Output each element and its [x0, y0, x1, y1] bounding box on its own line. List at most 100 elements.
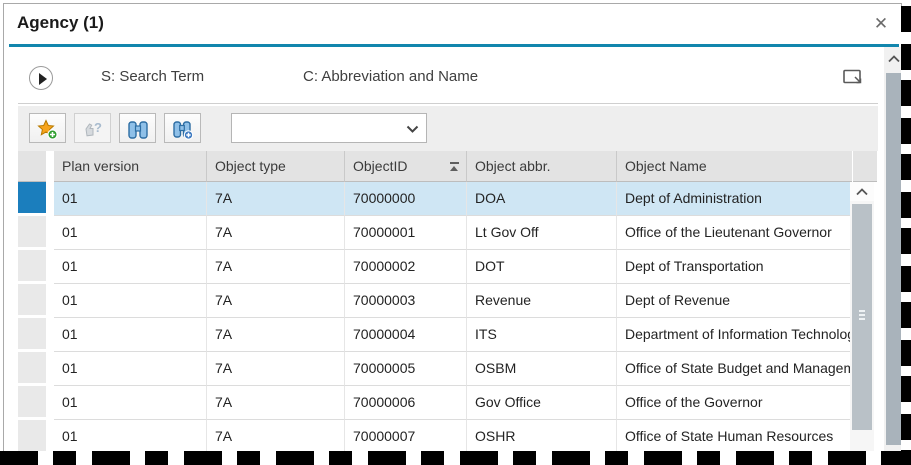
cell-object-name[interactable]: Office of the Governor	[617, 386, 852, 420]
cell-object-name[interactable]: Office of the Lieutenant Governor	[617, 216, 852, 250]
row-gap	[46, 250, 54, 284]
cell-object-abbr[interactable]: OSBM	[467, 352, 617, 386]
cell-object-abbr[interactable]: OSHR	[467, 420, 617, 454]
filter-combobox[interactable]	[231, 113, 427, 143]
add-to-personal-list-button[interactable]	[29, 113, 66, 143]
cell-object-abbr[interactable]: ITS	[467, 318, 617, 352]
row-selector-cell[interactable]	[18, 420, 46, 454]
cell-plan-version[interactable]: 01	[54, 182, 207, 216]
cell-object-id[interactable]: 70000003	[345, 284, 467, 318]
cell-object-type[interactable]: 7A	[207, 352, 345, 386]
screenshot-edge-right	[901, 6, 911, 465]
row-selector-cell[interactable]	[18, 386, 46, 420]
cell-object-id[interactable]: 70000005	[345, 352, 467, 386]
table-row[interactable]: 01 7A 70000001 Lt Gov Off Office of the …	[18, 216, 877, 250]
header-object-type[interactable]: Object type	[207, 151, 345, 182]
cell-object-id[interactable]: 70000006	[345, 386, 467, 420]
chevron-down-icon[interactable]	[406, 125, 419, 133]
row-selector-cell[interactable]	[18, 352, 46, 386]
cell-object-abbr[interactable]: DOA	[467, 182, 617, 216]
expand-search-icon[interactable]	[29, 66, 53, 90]
header-object-abbr[interactable]: Object abbr.	[467, 151, 617, 182]
row-selector-cell[interactable]	[18, 250, 46, 284]
cell-object-id[interactable]: 70000004	[345, 318, 467, 352]
cell-object-name[interactable]: Dept of Transportation	[617, 250, 852, 284]
header-object-name[interactable]: Object Name	[617, 151, 852, 182]
header-label: Object abbr.	[475, 157, 551, 174]
find-button[interactable]	[119, 113, 156, 143]
filter-input[interactable]	[232, 114, 414, 142]
search-restriction-row: S: Search Term C: Abbreviation and Name	[4, 51, 901, 103]
table-row[interactable]: 01 7A 70000007 OSHR Office of State Huma…	[18, 420, 877, 454]
table-row[interactable]: 01 7A 70000006 Gov Office Office of the …	[18, 386, 877, 420]
cell-object-name[interactable]: Department of Information Technology	[617, 318, 852, 352]
cell-object-type[interactable]: 7A	[207, 318, 345, 352]
cell-object-abbr[interactable]: DOT	[467, 250, 617, 284]
row-gap	[46, 352, 54, 386]
close-icon[interactable]: ✕	[868, 11, 894, 37]
table-row[interactable]: 01 7A 70000002 DOT Dept of Transportatio…	[18, 250, 877, 284]
cell-object-id[interactable]: 70000002	[345, 250, 467, 284]
cell-object-name[interactable]: Office of State Human Resources	[617, 420, 852, 454]
row-gap	[46, 420, 54, 454]
cell-object-type[interactable]: 7A	[207, 386, 345, 420]
row-selector-cell[interactable]	[18, 216, 46, 250]
table-scrollbar-thumb[interactable]	[852, 204, 872, 430]
cell-object-id[interactable]: 70000007	[345, 420, 467, 454]
cell-plan-version[interactable]: 01	[54, 250, 207, 284]
sort-ascending-icon	[450, 161, 460, 171]
cell-object-id[interactable]: 70000000	[345, 182, 467, 216]
table-row[interactable]: 01 7A 70000004 ITS Department of Informa…	[18, 318, 877, 352]
dialog-scrollbar-thumb[interactable]	[886, 73, 901, 445]
cell-object-abbr[interactable]: Gov Office	[467, 386, 617, 420]
title-accent-line	[9, 44, 899, 47]
cell-plan-version[interactable]: 01	[54, 420, 207, 454]
binoculars-icon	[127, 120, 148, 139]
open-in-window-icon[interactable]	[842, 67, 864, 87]
dialog-scrollbar[interactable]	[884, 47, 901, 461]
cell-plan-version[interactable]: 01	[54, 352, 207, 386]
header-plan-version[interactable]: Plan version	[54, 151, 207, 182]
header-object-id[interactable]: ObjectID	[345, 151, 467, 182]
restriction-search-term-label[interactable]: S: Search Term	[101, 68, 205, 85]
section-divider	[18, 103, 878, 104]
cell-object-name[interactable]: Office of State Budget and Management	[617, 352, 852, 386]
row-selector-cell[interactable]	[18, 318, 46, 352]
cell-object-abbr[interactable]: Lt Gov Off	[467, 216, 617, 250]
table-scrollbar[interactable]	[850, 182, 874, 453]
header-label: Object Name	[625, 157, 707, 174]
results-table: Plan version Object type ObjectID Object…	[18, 151, 877, 454]
find-next-button[interactable]	[164, 113, 201, 143]
cell-plan-version[interactable]: 01	[54, 318, 207, 352]
table-row[interactable]: 01 7A 70000003 Revenue Dept of Revenue	[18, 284, 877, 318]
cell-object-type[interactable]: 7A	[207, 250, 345, 284]
header-selector-cell[interactable]	[18, 151, 46, 182]
table-scroll-up-icon[interactable]	[850, 182, 874, 201]
screenshot-edge-bottom	[0, 451, 911, 465]
scrollbar-grip-icon	[859, 310, 865, 324]
chevron-up-icon	[856, 188, 868, 196]
table-row[interactable]: 01 7A 70000000 DOA Dept of Administratio…	[18, 182, 877, 216]
restriction-abbrev-name-label[interactable]: C: Abbreviation and Name	[303, 68, 479, 85]
cell-object-type[interactable]: 7A	[207, 420, 345, 454]
cell-object-type[interactable]: 7A	[207, 284, 345, 318]
table-row[interactable]: 01 7A 70000005 OSBM Office of State Budg…	[18, 352, 877, 386]
row-selector-cell[interactable]	[18, 182, 46, 216]
cell-object-type[interactable]: 7A	[207, 182, 345, 216]
cell-object-type[interactable]: 7A	[207, 216, 345, 250]
cell-object-abbr[interactable]: Revenue	[467, 284, 617, 318]
cell-plan-version[interactable]: 01	[54, 386, 207, 420]
table-toolbar: ?	[18, 106, 878, 151]
table-header-row: Plan version Object type ObjectID Object…	[18, 151, 877, 182]
cell-plan-version[interactable]: 01	[54, 284, 207, 318]
row-gap	[46, 318, 54, 352]
dialog-scroll-up-icon[interactable]	[884, 49, 901, 67]
dialog-title-bar[interactable]: Agency (1) ✕	[4, 4, 901, 44]
cell-plan-version[interactable]: 01	[54, 216, 207, 250]
cell-object-id[interactable]: 70000001	[345, 216, 467, 250]
cell-object-name[interactable]: Dept of Revenue	[617, 284, 852, 318]
cell-object-name[interactable]: Dept of Administration	[617, 182, 852, 216]
row-selector-cell[interactable]	[18, 284, 46, 318]
chevron-up-icon	[887, 54, 900, 62]
